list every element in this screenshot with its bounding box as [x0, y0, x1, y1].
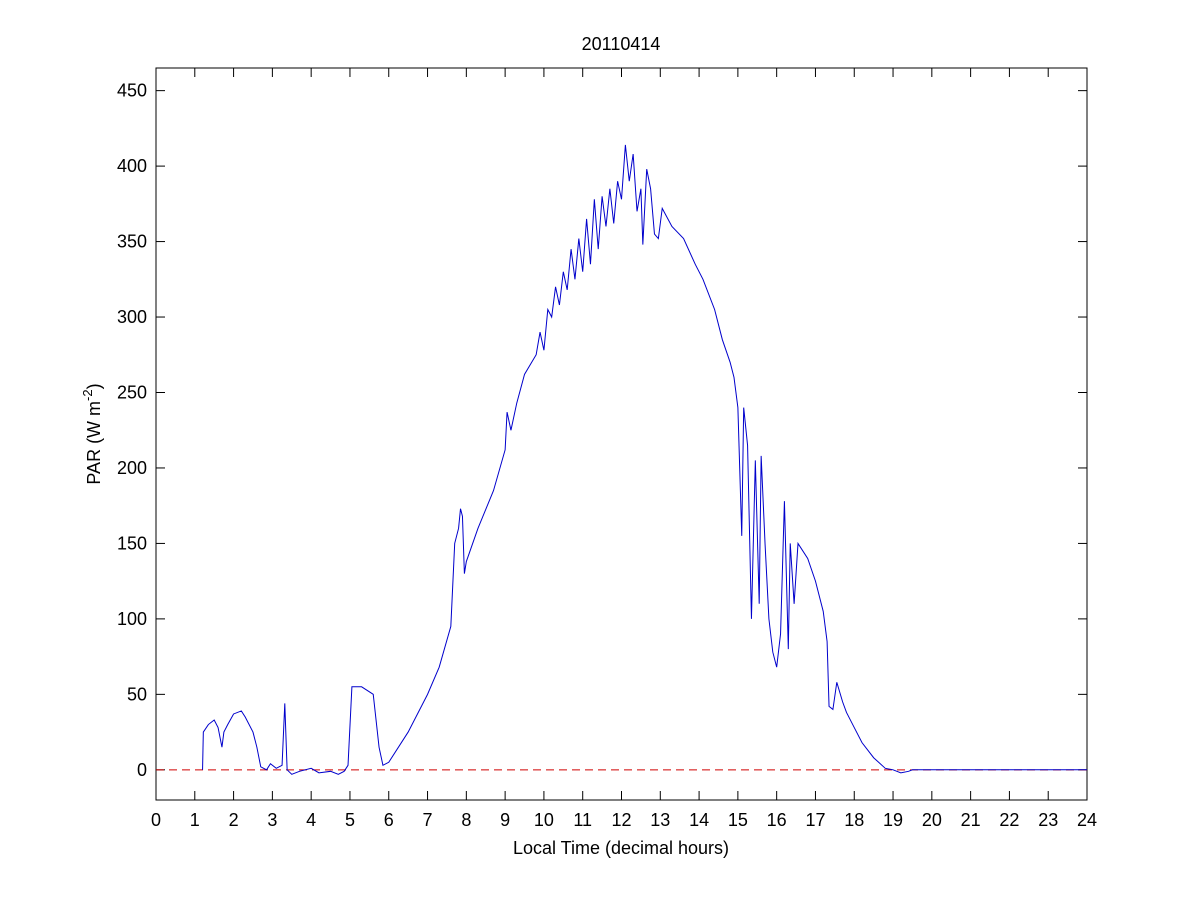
x-tick-label: 9	[500, 810, 510, 830]
y-tick-label: 200	[117, 458, 147, 478]
y-tick-label: 100	[117, 609, 147, 629]
x-tick-label: 1	[190, 810, 200, 830]
x-tick-label: 16	[767, 810, 787, 830]
x-tick-label: 3	[267, 810, 277, 830]
y-axis-label: PAR (W m-2)	[80, 383, 104, 484]
x-tick-label: 8	[461, 810, 471, 830]
y-tick-label: 250	[117, 382, 147, 402]
x-tick-label: 0	[151, 810, 161, 830]
x-tick-label: 24	[1077, 810, 1097, 830]
x-tick-label: 10	[534, 810, 554, 830]
y-label-suffix: )	[84, 383, 104, 389]
x-tick-label: 19	[883, 810, 903, 830]
y-tick-label: 450	[117, 81, 147, 101]
y-tick-label: 400	[117, 156, 147, 176]
x-tick-label: 23	[1038, 810, 1058, 830]
x-tick-label: 11	[573, 810, 592, 830]
y-tick-label: 350	[117, 232, 147, 252]
y-label-text: PAR (W m	[84, 401, 104, 485]
x-tick-label: 18	[844, 810, 864, 830]
x-tick-label: 17	[805, 810, 825, 830]
x-tick-label: 7	[423, 810, 433, 830]
x-tick-label: 20	[922, 810, 942, 830]
x-tick-label: 4	[306, 810, 316, 830]
y-tick-label: 300	[117, 307, 147, 327]
data-line	[202, 144, 1087, 775]
x-tick-label: 22	[999, 810, 1019, 830]
x-tick-label: 15	[728, 810, 748, 830]
x-tick-label: 12	[611, 810, 631, 830]
x-tick-label: 14	[689, 810, 709, 830]
x-tick-label: 13	[650, 810, 670, 830]
y-tick-label: 50	[127, 684, 147, 704]
y-label-sup: -2	[80, 389, 95, 401]
x-tick-label: 5	[345, 810, 355, 830]
x-tick-label: 21	[961, 810, 981, 830]
chart-title: 20110414	[582, 34, 661, 54]
x-tick-label: 2	[229, 810, 239, 830]
y-tick-label: 150	[117, 533, 147, 553]
x-tick-label: 6	[384, 810, 394, 830]
y-tick-label: 0	[137, 760, 147, 780]
x-axis-label: Local Time (decimal hours)	[513, 838, 729, 858]
plot-frame	[155, 67, 1088, 801]
